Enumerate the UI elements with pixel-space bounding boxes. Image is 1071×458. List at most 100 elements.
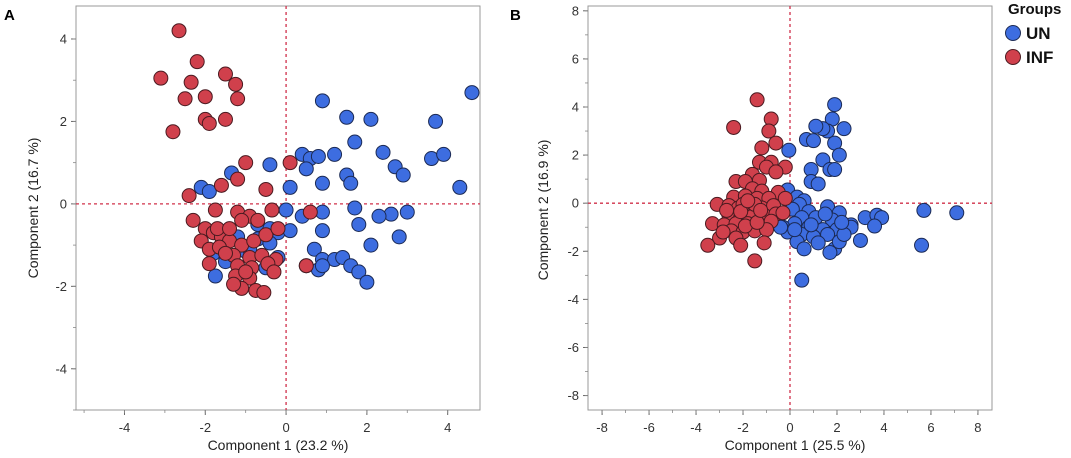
panel-a-point-un: [278, 202, 294, 218]
panel-a-y-tick-label: -4: [55, 361, 67, 376]
panel-b-y-tick-label: 0: [572, 196, 579, 211]
panel-a-point-inf: [185, 212, 201, 228]
panel-b-x-tick-label: 8: [974, 420, 981, 435]
panel-a-point-un: [363, 111, 379, 127]
panel-a-x-tick-label: 2: [363, 420, 370, 435]
panel-a-point-un: [375, 144, 391, 160]
panel-a-point-inf: [165, 124, 181, 140]
panel-b-point-un: [787, 222, 803, 238]
panel-a-point-inf: [201, 256, 217, 272]
panel-a-point-inf: [230, 171, 246, 187]
panel-b-y-tick-label: -8: [567, 388, 579, 403]
panel-b-point-un: [867, 218, 883, 234]
panel-a-point-inf: [238, 264, 254, 280]
panel-b-point-un: [794, 272, 810, 288]
panel-a-x-tick-label: 4: [444, 420, 451, 435]
panel-b-point-un: [805, 133, 821, 149]
panel-a-reference-lines: [76, 6, 480, 410]
panel-a-point-un: [201, 184, 217, 200]
panel-b-letter: B: [510, 7, 521, 24]
panel-a-point-un: [347, 134, 363, 150]
panel-b-point-inf: [733, 237, 749, 253]
panel-a-point-inf: [217, 66, 233, 82]
panel-b-x-tick-label: -6: [643, 420, 655, 435]
panel-a-x-axis-title: Component 1 (23.2 %): [208, 437, 349, 453]
panel-a-point-inf: [153, 70, 169, 86]
panel-a-point-un: [339, 109, 355, 125]
panel-b-point-un: [916, 202, 932, 218]
panel-b-x-tick-label: -2: [737, 420, 749, 435]
panel-a-points: [153, 23, 480, 301]
panel-a-point-inf: [189, 54, 205, 70]
panel-b-point-inf: [726, 119, 742, 135]
panel-b-point-un: [949, 205, 965, 221]
panel-a-point-inf: [258, 227, 274, 243]
panel-a-point-un: [391, 229, 407, 245]
panel-b-x-ticks: -8 -6 -4 -2 0 2 4 6 8: [596, 410, 982, 435]
panel-a-point-un: [262, 157, 278, 173]
panel-b-point-inf: [719, 202, 735, 218]
panel-a-point-inf: [177, 91, 193, 107]
panel-a-point-inf: [238, 155, 254, 171]
panel-a-point-inf: [213, 177, 229, 193]
panel-b-point-inf: [740, 193, 756, 209]
panel-b-x-tick-label: 0: [786, 420, 793, 435]
panel-a-point-inf: [256, 285, 272, 301]
panel-a-point-un: [327, 146, 343, 162]
panel-a-x-ticks: -4 -2 0 2 4: [83, 410, 451, 435]
panel-a-point-inf: [230, 91, 246, 107]
panel-b-y-tick-label: -4: [567, 292, 579, 307]
panel-b-point-inf: [775, 205, 791, 221]
panel-a-point-inf: [226, 276, 242, 292]
legend-marker-un: [1005, 25, 1021, 41]
panel-b-point-un: [836, 226, 852, 242]
panel-b-point-inf: [749, 92, 765, 108]
panel-b-point-un: [831, 147, 847, 163]
panel-b-y-tick-label: 8: [572, 3, 579, 18]
panel-a-point-un: [298, 161, 314, 177]
panel-b-x-axis-title: Component 1 (25.5 %): [725, 437, 866, 453]
panel-a-y-tick-label: 4: [60, 31, 67, 46]
panel-a-point-un: [436, 146, 452, 162]
panel-a-y-tick-label: -2: [55, 279, 67, 294]
panel-b-point-un: [781, 142, 797, 158]
panel-a-point-un: [428, 113, 444, 129]
panel-b-point-inf: [700, 237, 716, 253]
panel-b-point-un: [820, 226, 836, 242]
panel-a-point-un: [314, 223, 330, 239]
panel-b-point-un: [796, 241, 812, 257]
panel-b-x-tick-label: -4: [690, 420, 702, 435]
panel-a-y-axis-title: Component 2 (16.7 %): [25, 138, 41, 279]
panel-a-point-inf: [282, 155, 298, 171]
panel-a-y-tick-label: 2: [60, 114, 67, 129]
panel-a-point-inf: [250, 212, 266, 228]
legend: Groups UN INF: [1005, 1, 1061, 67]
panel-a-point-un: [306, 241, 322, 257]
panel-b-y-axis-title: Component 2 (16.9 %): [535, 140, 551, 281]
panel-a: A -4 -2 0 2 4 -4 -2 0 2 4 Component 1 (23.2 %) C…: [4, 5, 481, 453]
panel-a-point-inf: [197, 89, 213, 105]
panel-a-point-inf: [181, 188, 197, 204]
panel-b-point-inf: [754, 140, 770, 156]
panel-b-point-inf: [733, 204, 749, 220]
panel-a-point-inf: [246, 233, 262, 249]
panel-b-point-un: [836, 121, 852, 137]
panel-a-point-un: [314, 93, 330, 109]
panel-a-point-inf: [302, 204, 318, 220]
panel-a-point-inf: [264, 202, 280, 218]
panel-a-x-tick-label: 0: [282, 420, 289, 435]
panel-b-point-un: [810, 176, 826, 192]
panel-a-point-un: [395, 167, 411, 183]
panel-a-point-un: [282, 223, 298, 239]
panel-b-point-inf: [763, 111, 779, 127]
panel-b-y-tick-label: -6: [567, 340, 579, 355]
panel-b-y-tick-label: 2: [572, 148, 579, 163]
panel-b-point-un: [803, 217, 819, 233]
panel-a-point-un: [363, 237, 379, 253]
panel-b-y-ticks: -8 -6 -4 -2 0 2 4 6 8: [567, 3, 588, 403]
panel-a-x-tick-label: -2: [199, 420, 211, 435]
panel-a-point-un: [371, 208, 387, 224]
panel-b-point-inf: [768, 135, 784, 151]
panel-a-point-inf: [228, 76, 244, 92]
panel-a-point-inf: [234, 212, 250, 228]
